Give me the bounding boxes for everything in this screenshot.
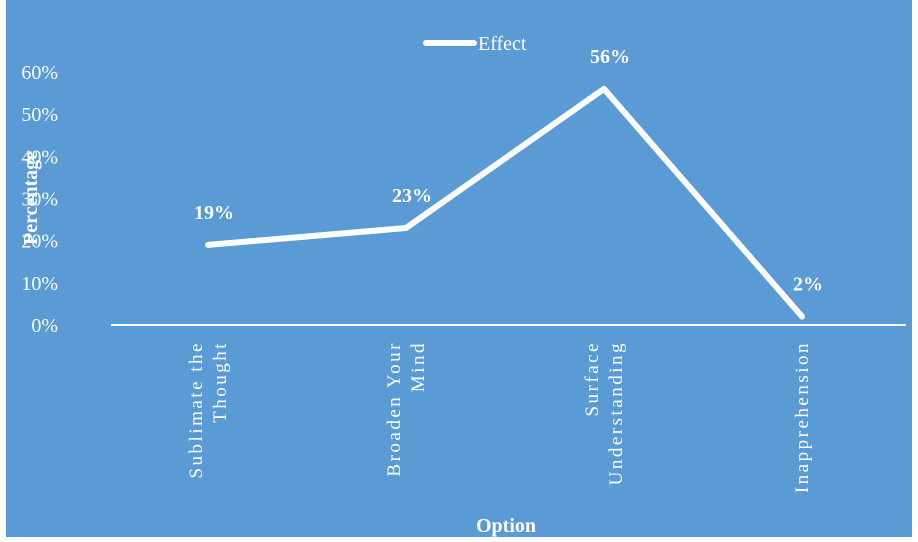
y-tick-label: 50%: [21, 104, 58, 126]
y-tick-label: 10%: [21, 273, 58, 295]
y-tick-label: 40%: [21, 146, 58, 168]
y-tick-label: 60%: [21, 62, 58, 84]
series-line: [205, 85, 805, 320]
x-tick-label: Broaden Your: [384, 341, 405, 477]
y-tick-label: 0%: [31, 315, 58, 337]
y-axis: 0% 10% 20% 30% 40% 50% 60%: [21, 62, 58, 337]
y-axis-title: Percentage: [20, 151, 42, 245]
x-tick-label: Surface: [582, 341, 603, 417]
chart-background: [6, 0, 912, 537]
y-tick-label: 20%: [21, 231, 58, 253]
x-tick-label: Mind: [408, 341, 429, 392]
series-effect: [205, 85, 805, 320]
x-tick-label-group: Inapprehension: [792, 341, 813, 493]
x-tick-label-group: Broaden Your Mind: [384, 341, 429, 477]
x-tick-label: Inapprehension: [792, 341, 813, 493]
data-label: 19%: [194, 202, 234, 224]
x-tick-label-group: Surface Understanding: [582, 341, 627, 485]
data-label: 2%: [793, 274, 823, 296]
legend-label: Effect: [478, 33, 527, 55]
x-tick-label-group: Sublimate the Thought: [186, 341, 231, 479]
x-tick-label: Understanding: [606, 341, 627, 485]
data-labels: 19% 23% 56% 2%: [194, 46, 823, 296]
y-tick-label: 30%: [21, 189, 58, 211]
data-label: 23%: [392, 185, 432, 207]
x-axis-title: Option: [476, 515, 536, 537]
x-axis: Sublimate the Thought Broaden Your Mind Surf…: [111, 324, 906, 493]
line-chart: Effect 0% 10% 20% 30% 40% 50% 60% Sublimate th…: [6, 0, 912, 537]
x-tick-label: Thought: [210, 341, 231, 423]
legend: Effect: [423, 33, 527, 55]
x-tick-label: Sublimate the: [186, 341, 207, 479]
chart-area: Effect 0% 10% 20% 30% 40% 50% 60% Sublimate th…: [6, 0, 912, 537]
drop-lines: [207, 88, 803, 325]
data-label: 56%: [590, 46, 630, 68]
